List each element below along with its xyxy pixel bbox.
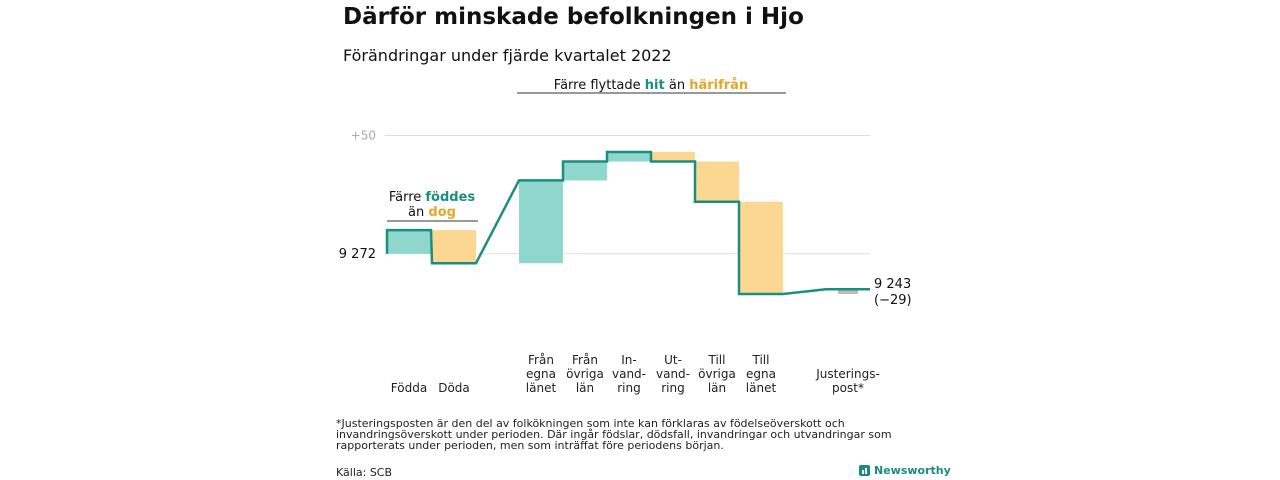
category-label: egna — [526, 367, 556, 381]
category-label: In- — [621, 353, 636, 367]
waterfall-bar — [651, 152, 695, 162]
category-label: ring — [617, 381, 641, 395]
category-label: post* — [832, 381, 864, 395]
waterfall-bar — [838, 289, 858, 294]
waterfall-bar — [695, 161, 739, 202]
newsworthy-icon — [859, 465, 870, 476]
category-label: Ut- — [664, 353, 682, 367]
category-label: Döda — [438, 381, 470, 395]
chart-subtitle: Förändringar under fjärde kvartalet 2022 — [343, 46, 672, 65]
end-change-label: (−29) — [874, 293, 912, 308]
chart-title: Därför minskade befolkningen i Hjo — [343, 4, 804, 30]
waterfall-bar — [519, 180, 563, 264]
annotation-segment: härifrån — [689, 78, 748, 93]
footnote: *Justeringsposten är den del av folkökni… — [336, 417, 892, 452]
annotation-segment: hit — [645, 78, 665, 93]
annotation-segment: Färre flyttade — [554, 78, 645, 93]
category-label: vand- — [612, 367, 646, 381]
category-label: län — [576, 381, 594, 395]
source-label: Källa: SCB — [336, 466, 393, 479]
category-label: övriga — [698, 367, 736, 381]
waterfall-bar — [563, 161, 607, 181]
annotation-text: Färre flyttade hit än härifrån — [554, 78, 748, 93]
category-label: Justerings- — [815, 367, 880, 381]
annotation-text: Färre föddes — [389, 190, 476, 205]
category-label: Från — [528, 353, 554, 367]
category-label: Från — [572, 353, 598, 367]
annotation-segment: än — [665, 78, 689, 93]
y-tick-label: +50 — [351, 128, 376, 142]
waterfall-bar — [432, 230, 476, 264]
category-label: Till — [752, 353, 770, 367]
category-label: ring — [661, 381, 685, 395]
waterfall-bar — [607, 152, 651, 162]
annotation-segment: Färre — [389, 190, 426, 205]
category-label: län — [708, 381, 726, 395]
annotation-segment: än — [408, 205, 428, 220]
start-value-label: 9 272 — [339, 247, 376, 262]
waterfall-bar — [739, 201, 783, 294]
category-label: övriga — [566, 367, 604, 381]
category-label: vand- — [656, 367, 690, 381]
brand-logo: Newsworthy — [859, 464, 951, 477]
category-label: Födda — [391, 381, 427, 395]
annotation-segment: föddes — [425, 190, 475, 205]
running-total-line — [385, 150, 870, 296]
category-label: egna — [746, 367, 776, 381]
category-label: länet — [746, 381, 777, 395]
annotation-segment: dog — [428, 205, 456, 220]
brand-name: Newsworthy — [874, 464, 951, 477]
end-value-label: 9 243 — [874, 277, 911, 292]
category-label: Till — [708, 353, 726, 367]
annotation-text: än dog — [408, 205, 456, 220]
category-label: länet — [526, 381, 557, 395]
waterfall-bar — [387, 230, 431, 254]
